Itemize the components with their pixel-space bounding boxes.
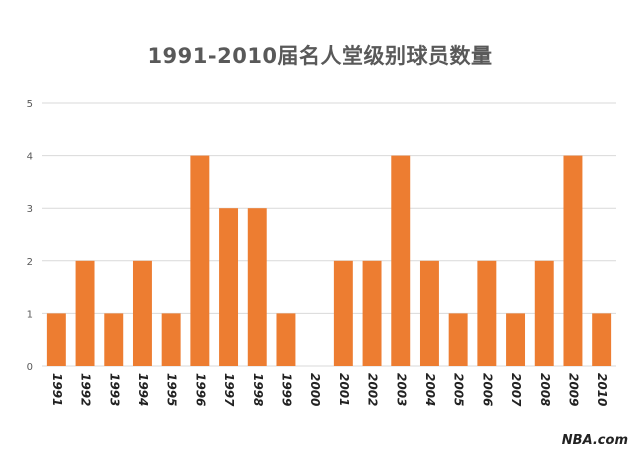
y-tick-label: 5 <box>27 99 33 110</box>
x-tick-label: 2009 <box>566 373 580 406</box>
bar-1999 <box>276 313 296 366</box>
bar-1992 <box>75 260 95 366</box>
x-tick-label: 1991 <box>50 373 64 406</box>
x-tick-label: 2000 <box>308 373 322 406</box>
bar-2009 <box>563 155 583 366</box>
x-tick-label: 1999 <box>279 373 293 406</box>
grid-lines <box>42 102 616 367</box>
bar-2005 <box>448 313 468 366</box>
x-tick-label: 1995 <box>165 373 179 406</box>
bar-2010 <box>592 313 612 366</box>
x-axis-tick-labels: 1991 1992 1993 1994 1995 1996 1997 1998 1999 2000… <box>50 373 609 407</box>
chart-title: 1991-2010届名人堂级别球员数量 <box>147 44 493 68</box>
bar-2002 <box>362 260 382 366</box>
y-tick-label: 0 <box>27 362 33 373</box>
source-watermark: NBA.com <box>561 433 628 448</box>
x-tick-label: 2005 <box>452 373 466 406</box>
bar-1993 <box>104 313 124 366</box>
x-tick-label: 1998 <box>251 373 265 406</box>
x-tick-label: 2010 <box>595 373 609 406</box>
x-tick-label: 2001 <box>337 373 351 406</box>
bar-2007 <box>506 313 526 366</box>
x-tick-label: 1994 <box>136 373 150 406</box>
bar-2004 <box>419 260 439 366</box>
y-axis-tick-labels: 0 1 2 3 4 5 <box>27 99 33 373</box>
x-tick-label: 1997 <box>222 373 236 407</box>
bar-1997 <box>219 208 239 366</box>
bar-2003 <box>391 155 411 366</box>
bar-1998 <box>247 208 267 366</box>
bar-1994 <box>132 260 152 366</box>
x-tick-label: 1992 <box>79 373 93 406</box>
x-tick-label: 2006 <box>480 373 494 406</box>
x-tick-label: 2002 <box>366 373 380 406</box>
y-tick-label: 1 <box>27 309 33 320</box>
y-tick-label: 4 <box>27 152 33 163</box>
bar-1995 <box>161 313 181 366</box>
x-tick-label: 1993 <box>107 373 121 406</box>
bar-1991 <box>46 313 66 366</box>
bar-2001 <box>333 260 353 366</box>
x-tick-label: 2003 <box>394 373 408 406</box>
x-tick-label: 2008 <box>538 373 552 406</box>
bar-2006 <box>477 260 497 366</box>
y-tick-label: 3 <box>27 204 33 215</box>
x-tick-label: 2004 <box>423 373 437 406</box>
bar-1996 <box>190 155 210 366</box>
y-tick-label: 2 <box>27 257 33 268</box>
x-tick-label: 1996 <box>193 373 207 406</box>
bar-2008 <box>534 260 554 366</box>
bars <box>46 155 612 366</box>
x-tick-label: 2007 <box>509 373 523 407</box>
